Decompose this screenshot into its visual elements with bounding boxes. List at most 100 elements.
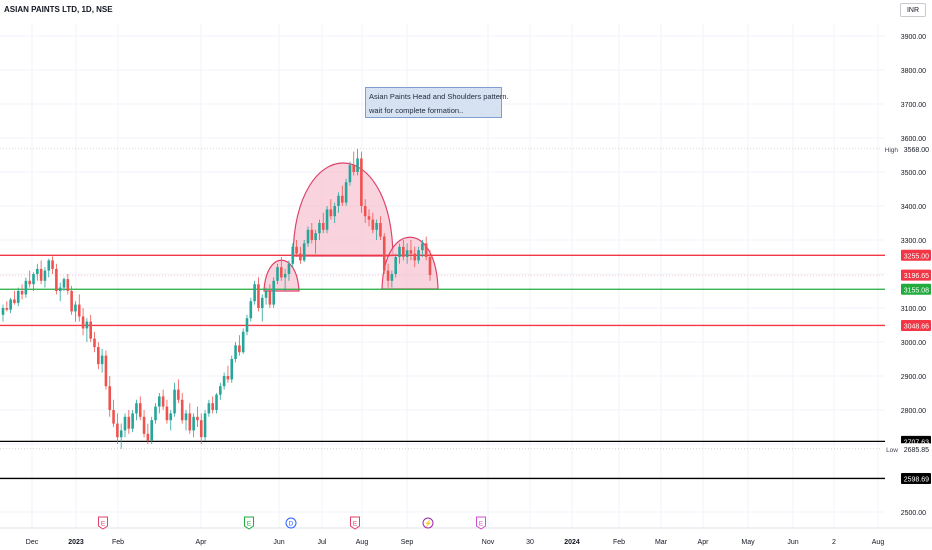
candle xyxy=(89,314,92,342)
candle-body xyxy=(81,316,85,329)
candle-body xyxy=(363,206,367,217)
candle-body xyxy=(199,420,203,438)
candle xyxy=(352,151,356,176)
candle-body xyxy=(329,209,333,217)
y-tick-label: 3100.00 xyxy=(901,306,926,313)
event-marker[interactable]: D xyxy=(285,517,297,529)
y-tick-label: 3600.00 xyxy=(901,136,926,143)
candle xyxy=(55,263,58,295)
candle-body xyxy=(135,403,138,414)
candle-body xyxy=(47,260,51,271)
event-marker[interactable]: ⚡ xyxy=(422,517,434,529)
price-label-value: 2598.69 xyxy=(904,476,929,483)
candle-body xyxy=(428,257,432,276)
candle xyxy=(341,185,344,206)
event-marker[interactable]: E xyxy=(476,516,486,530)
candle-body xyxy=(58,287,62,291)
candle-body xyxy=(192,416,195,431)
head-arc[interactable] xyxy=(292,162,394,257)
event-marker[interactable]: E xyxy=(244,516,254,530)
candle-body xyxy=(20,291,24,295)
earnings-icon[interactable] xyxy=(244,516,254,530)
candle-body xyxy=(146,433,150,441)
x-tick-label: Jun xyxy=(273,539,284,546)
candle-body xyxy=(276,267,279,281)
time-axis[interactable]: Dec 2023 Feb Apr Jun Jul Aug Sep Nov 30 2024 Feb Mar… xyxy=(0,527,932,546)
candle-body xyxy=(260,297,264,308)
candle-body xyxy=(173,389,176,414)
candle-body xyxy=(405,250,409,257)
candle-body xyxy=(184,413,188,421)
candle xyxy=(287,260,291,281)
candle-body xyxy=(306,229,310,244)
price-label-value: 3568.00 xyxy=(904,147,929,154)
price-label: 2598.69 xyxy=(901,472,931,484)
price-axis[interactable]: 3900.00 3800.00 3700.00 3600.00 3500.00 3400.… xyxy=(882,0,932,550)
x-tick-label: Apr xyxy=(698,539,710,546)
candle-body xyxy=(337,195,340,206)
candle-body xyxy=(77,304,81,317)
candle-body xyxy=(119,430,123,438)
candle xyxy=(177,379,180,404)
candle xyxy=(165,399,169,424)
candle-body xyxy=(16,291,20,303)
candle xyxy=(272,277,275,308)
candle-body xyxy=(43,270,47,281)
candle xyxy=(382,233,386,274)
event-letter: ⚡ xyxy=(424,520,432,528)
candle-body xyxy=(112,410,115,424)
candle-body xyxy=(417,250,420,261)
candle xyxy=(344,178,348,206)
event-letter: D xyxy=(289,521,294,528)
earnings-icon[interactable] xyxy=(476,516,486,530)
split-icon[interactable] xyxy=(422,517,434,529)
price-label-bg xyxy=(901,472,931,484)
candle xyxy=(16,287,20,307)
earnings-icon[interactable] xyxy=(98,516,108,530)
text-note[interactable]: Asian Paints Head and Shoulders pattern.… xyxy=(365,87,509,118)
event-marker[interactable]: E xyxy=(350,516,360,530)
candle-body xyxy=(196,416,199,421)
candle xyxy=(390,270,394,288)
candle xyxy=(306,226,310,247)
candle-body xyxy=(325,209,329,230)
candle xyxy=(249,297,253,322)
candle xyxy=(405,243,409,264)
candle xyxy=(421,240,424,257)
event-letter: E xyxy=(247,521,252,528)
price-label-bg xyxy=(901,283,931,295)
candle-body xyxy=(314,233,317,240)
x-tick-label: 2024 xyxy=(564,539,580,546)
candle xyxy=(367,209,371,227)
candle-body xyxy=(371,219,375,230)
candle-body xyxy=(238,345,241,353)
candle-body xyxy=(302,243,306,261)
candle-body xyxy=(28,280,31,285)
candle xyxy=(226,365,230,383)
candle xyxy=(207,399,211,417)
x-tick-label: Dec xyxy=(26,539,39,546)
candle xyxy=(310,223,314,244)
earnings-icon[interactable] xyxy=(350,516,360,530)
candle-body xyxy=(55,268,58,291)
candle xyxy=(337,192,340,213)
candle-body xyxy=(74,304,77,312)
candle xyxy=(276,263,279,285)
candle xyxy=(299,246,302,264)
candle xyxy=(85,318,89,342)
candle xyxy=(100,348,104,373)
x-tick-label: Sep xyxy=(401,539,414,546)
candle xyxy=(348,161,352,186)
x-tick-label: Aug xyxy=(872,539,885,546)
dividend-icon[interactable] xyxy=(285,517,297,529)
price-label: 3048.66 xyxy=(901,319,931,331)
currency-selector[interactable]: INR xyxy=(900,3,926,17)
candle-body xyxy=(257,284,260,308)
chart-title: ASIAN PAINTS LTD, 1D, NSE xyxy=(4,5,113,14)
candle xyxy=(234,342,237,363)
candle xyxy=(253,280,256,305)
candle xyxy=(93,331,96,353)
candle xyxy=(66,274,70,295)
event-marker[interactable]: E xyxy=(98,516,108,530)
